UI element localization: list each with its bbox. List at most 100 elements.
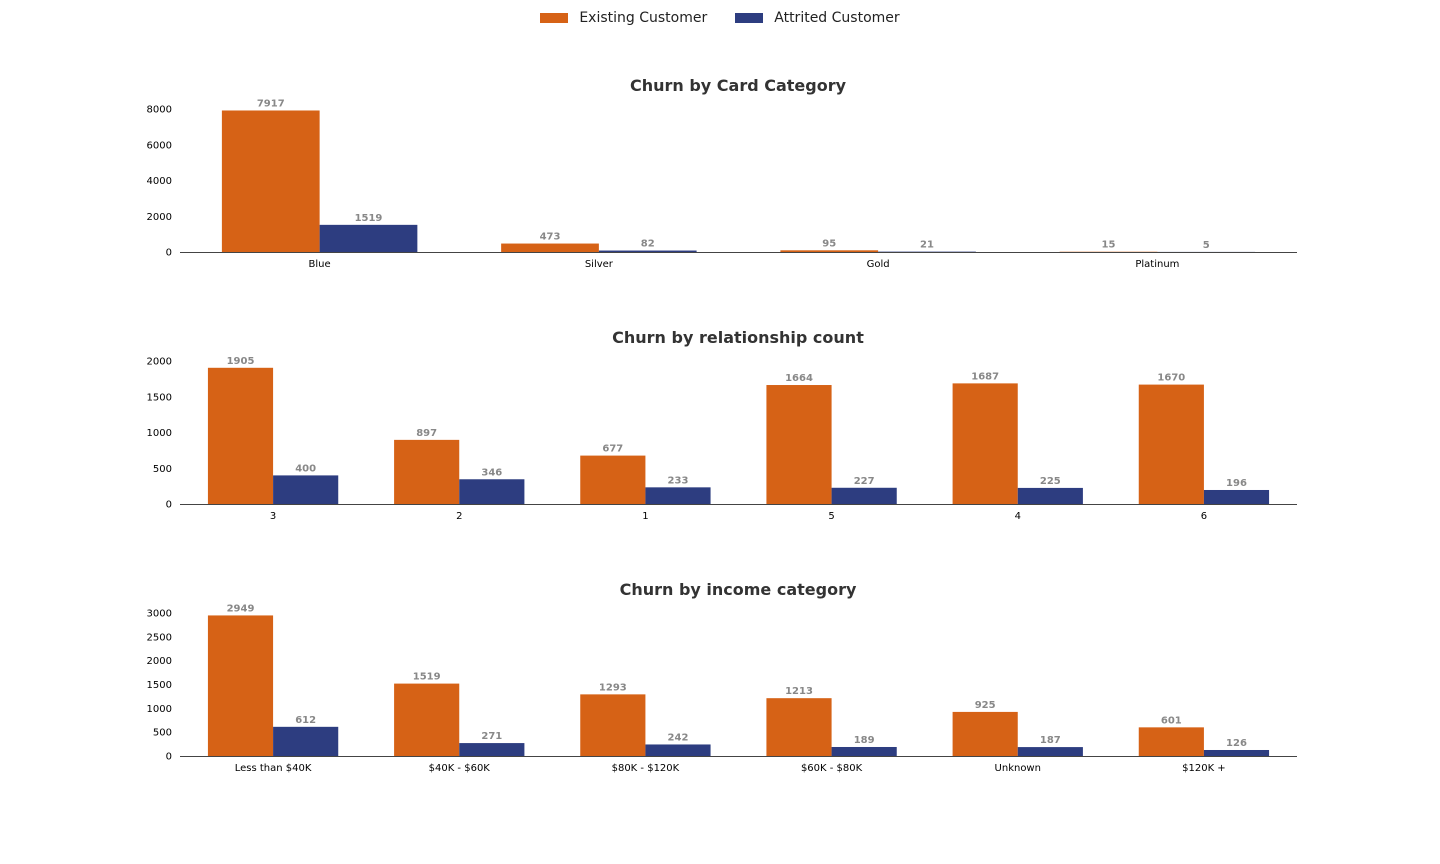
data-label: 5 xyxy=(1203,240,1210,251)
data-label: 1519 xyxy=(413,672,441,683)
bar-existing xyxy=(780,250,879,252)
x-tick-label: $80K - $120K xyxy=(612,763,680,774)
data-label: 95 xyxy=(822,238,836,249)
bar-attrited xyxy=(1017,747,1083,756)
x-tick-label: $60K - $80K xyxy=(801,763,863,774)
data-label: 227 xyxy=(854,476,875,487)
bar-existing xyxy=(580,455,646,504)
bar-attrited xyxy=(645,487,711,504)
data-label: 473 xyxy=(540,232,561,243)
data-label: 1687 xyxy=(971,371,999,382)
y-tick-label: 0 xyxy=(166,752,172,763)
bar-attrited xyxy=(273,475,339,504)
data-label: 612 xyxy=(295,715,316,726)
legend: Existing Customer Attrited Customer xyxy=(0,10,1440,26)
bar-attrited xyxy=(831,746,897,756)
x-tick-label: Blue xyxy=(309,259,331,270)
x-tick-label: Platinum xyxy=(1135,259,1179,270)
data-label: 1905 xyxy=(227,356,255,367)
bar-existing xyxy=(1138,384,1204,504)
y-tick-label: 2000 xyxy=(147,357,172,368)
bar-attrited xyxy=(831,487,897,504)
legend-item-existing: Existing Customer xyxy=(540,10,707,26)
y-tick-label: 1500 xyxy=(147,392,172,403)
bar-attrited xyxy=(459,743,525,756)
data-label: 189 xyxy=(854,735,875,746)
x-tick-label: 2 xyxy=(456,511,462,522)
bar-existing xyxy=(766,698,832,756)
data-label: 15 xyxy=(1102,240,1116,251)
data-label: 21 xyxy=(920,240,934,251)
data-label: 187 xyxy=(1040,735,1061,746)
bar-existing xyxy=(221,110,320,252)
legend-swatch-attrited xyxy=(735,13,764,23)
data-label: 925 xyxy=(975,700,996,711)
bar-attrited xyxy=(645,744,711,756)
legend-item-attrited: Attrited Customer xyxy=(735,10,900,26)
x-tick-label: Gold xyxy=(867,259,890,270)
data-label: 897 xyxy=(416,428,437,439)
y-tick-label: 4000 xyxy=(147,176,172,187)
data-label: 233 xyxy=(668,475,689,486)
x-tick-label: Less than $40K xyxy=(235,763,312,774)
x-tick-label: 5 xyxy=(828,511,834,522)
x-tick-label: 1 xyxy=(642,511,648,522)
bar-existing xyxy=(207,367,274,504)
data-label: 196 xyxy=(1226,478,1247,489)
data-label: 225 xyxy=(1040,476,1061,487)
bar-existing xyxy=(207,615,274,756)
bar-existing xyxy=(501,243,599,252)
y-tick-label: 0 xyxy=(166,248,172,259)
chart-title: Churn by Card Category xyxy=(630,76,847,95)
data-label: 1293 xyxy=(599,682,627,693)
y-tick-label: 500 xyxy=(153,464,172,475)
x-tick-label: $40K - $60K xyxy=(429,763,491,774)
y-tick-label: 6000 xyxy=(147,140,172,151)
legend-label-attrited: Attrited Customer xyxy=(774,10,900,26)
legend-label-existing: Existing Customer xyxy=(579,10,708,26)
data-label: 7917 xyxy=(257,98,285,109)
data-label: 2949 xyxy=(227,603,255,614)
data-label: 677 xyxy=(602,444,623,455)
y-tick-label: 2000 xyxy=(147,212,172,223)
chart-relationship-count-svg: Churn by relationship count 0 500 1000 1500 2… xyxy=(147,328,1297,522)
bar-existing xyxy=(766,385,832,504)
x-tick-label: Unknown xyxy=(995,763,1041,774)
bar-existing xyxy=(952,711,1018,756)
bar-existing xyxy=(394,683,460,756)
chart-income-category-svg: Churn by income category 0 500 1000 1500 2000… xyxy=(147,580,1297,774)
bar-attrited xyxy=(273,726,339,756)
x-tick-label: 4 xyxy=(1015,511,1021,522)
bar-attrited xyxy=(1203,489,1270,504)
bar-existing xyxy=(394,439,460,504)
bar-existing xyxy=(1138,727,1204,756)
data-label: 601 xyxy=(1161,715,1182,726)
bar-attrited xyxy=(319,224,418,252)
x-tick-label: 6 xyxy=(1201,511,1207,522)
data-label: 126 xyxy=(1226,738,1247,749)
chart-title: Churn by relationship count xyxy=(612,328,864,347)
chart-card-category: Churn by Card Category 0 2000 4000 6000 8000 7… xyxy=(0,60,1440,290)
bar-attrited xyxy=(459,479,525,504)
y-tick-label: 0 xyxy=(166,500,172,511)
y-tick-label: 2000 xyxy=(147,656,172,667)
y-tick-label: 1000 xyxy=(147,704,172,715)
y-tick-label: 1000 xyxy=(147,428,172,439)
data-label: 1213 xyxy=(785,686,813,697)
y-tick-label: 2500 xyxy=(147,632,172,643)
y-tick-label: 1500 xyxy=(147,680,172,691)
data-label: 400 xyxy=(295,463,316,474)
bar-attrited xyxy=(1203,749,1270,756)
data-label: 1519 xyxy=(355,213,383,224)
data-label: 271 xyxy=(481,731,502,742)
bar-existing xyxy=(952,383,1018,504)
chart-income-category: Churn by income category 0 500 1000 1500 2000… xyxy=(0,564,1440,794)
x-tick-label: 3 xyxy=(270,511,276,522)
y-tick-label: 3000 xyxy=(147,609,172,620)
x-tick-label: $120K + xyxy=(1182,763,1226,774)
data-label: 1670 xyxy=(1157,373,1185,384)
bar-attrited xyxy=(1017,487,1083,504)
bar-existing xyxy=(580,694,646,756)
chart-relationship-count: Churn by relationship count 0 500 1000 1500 2… xyxy=(0,312,1440,542)
data-label: 346 xyxy=(481,467,502,478)
